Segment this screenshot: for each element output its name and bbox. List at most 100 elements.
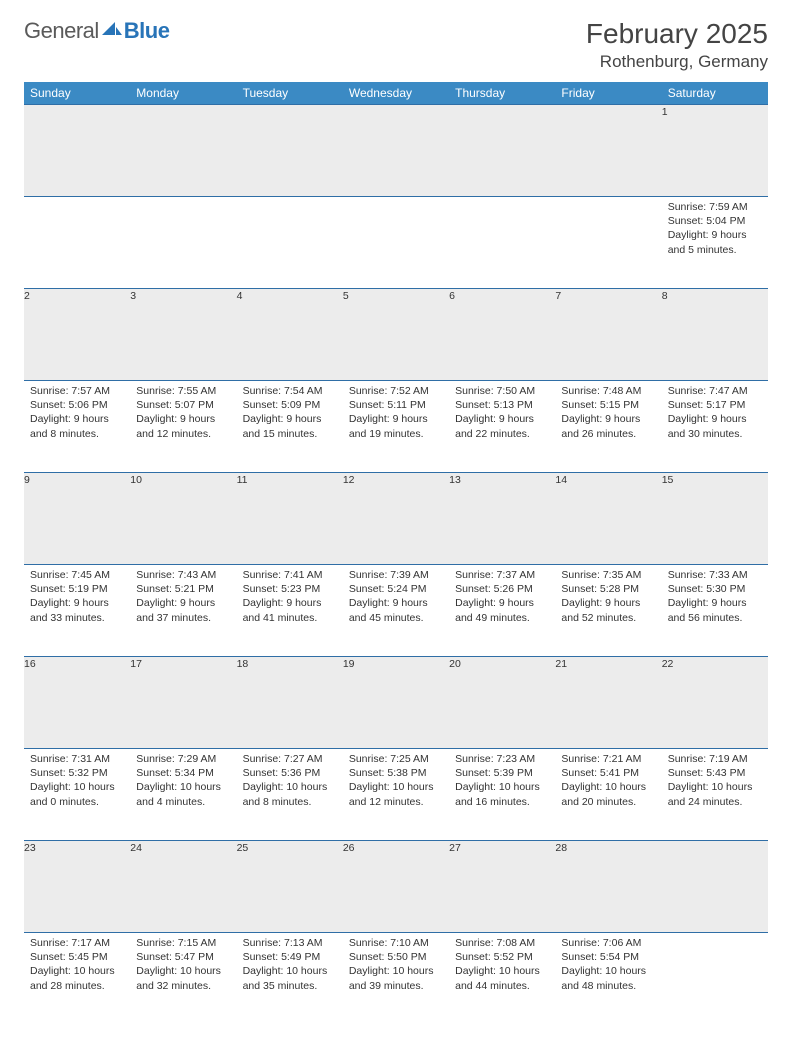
sunset-text: Sunset: 5:13 PM xyxy=(455,398,549,412)
day-cell xyxy=(449,197,555,289)
sunrise-text: Sunrise: 7:59 AM xyxy=(668,200,762,214)
daylight-text: Daylight: 9 hours and 41 minutes. xyxy=(243,596,337,624)
day-cell-body: Sunrise: 7:33 AMSunset: 5:30 PMDaylight:… xyxy=(662,565,768,631)
day-cell: Sunrise: 7:10 AMSunset: 5:50 PMDaylight:… xyxy=(343,933,449,1025)
daylight-text: Daylight: 9 hours and 22 minutes. xyxy=(455,412,549,440)
day-number: 5 xyxy=(343,289,449,381)
sunrise-text: Sunrise: 7:08 AM xyxy=(455,936,549,950)
daylight-text: Daylight: 9 hours and 15 minutes. xyxy=(243,412,337,440)
day-cell-body: Sunrise: 7:15 AMSunset: 5:47 PMDaylight:… xyxy=(130,933,236,999)
daylight-text: Daylight: 10 hours and 4 minutes. xyxy=(136,780,230,808)
day-cell-body: Sunrise: 7:41 AMSunset: 5:23 PMDaylight:… xyxy=(237,565,343,631)
sunset-text: Sunset: 5:30 PM xyxy=(668,582,762,596)
daylight-text: Daylight: 10 hours and 24 minutes. xyxy=(668,780,762,808)
weekday-header: Wednesday xyxy=(343,82,449,105)
sunset-text: Sunset: 5:24 PM xyxy=(349,582,443,596)
sunset-text: Sunset: 5:04 PM xyxy=(668,214,762,228)
day-cell xyxy=(662,933,768,1025)
sunrise-text: Sunrise: 7:57 AM xyxy=(30,384,124,398)
day-cell-body: Sunrise: 7:25 AMSunset: 5:38 PMDaylight:… xyxy=(343,749,449,815)
day-number: 17 xyxy=(130,657,236,749)
sunrise-text: Sunrise: 7:55 AM xyxy=(136,384,230,398)
sunrise-text: Sunrise: 7:25 AM xyxy=(349,752,443,766)
day-cell: Sunrise: 7:23 AMSunset: 5:39 PMDaylight:… xyxy=(449,749,555,841)
calendar-page: General Blue February 2025 Rothenburg, G… xyxy=(0,0,792,1043)
day-number: 12 xyxy=(343,473,449,565)
daylight-text: Daylight: 10 hours and 20 minutes. xyxy=(561,780,655,808)
sunset-text: Sunset: 5:39 PM xyxy=(455,766,549,780)
day-number: 16 xyxy=(24,657,130,749)
daynum-row: 16171819202122 xyxy=(24,657,768,749)
day-number: 21 xyxy=(555,657,661,749)
sunset-text: Sunset: 5:49 PM xyxy=(243,950,337,964)
sunrise-text: Sunrise: 7:31 AM xyxy=(30,752,124,766)
sunrise-text: Sunrise: 7:17 AM xyxy=(30,936,124,950)
sunset-text: Sunset: 5:09 PM xyxy=(243,398,337,412)
day-cell: Sunrise: 7:29 AMSunset: 5:34 PMDaylight:… xyxy=(130,749,236,841)
sunrise-text: Sunrise: 7:45 AM xyxy=(30,568,124,582)
day-cell-body: Sunrise: 7:48 AMSunset: 5:15 PMDaylight:… xyxy=(555,381,661,447)
day-cell: Sunrise: 7:50 AMSunset: 5:13 PMDaylight:… xyxy=(449,381,555,473)
sunrise-text: Sunrise: 7:54 AM xyxy=(243,384,337,398)
weekday-header: Tuesday xyxy=(237,82,343,105)
day-number: 13 xyxy=(449,473,555,565)
day-cell-body: Sunrise: 7:31 AMSunset: 5:32 PMDaylight:… xyxy=(24,749,130,815)
day-cell: Sunrise: 7:06 AMSunset: 5:54 PMDaylight:… xyxy=(555,933,661,1025)
day-number: 8 xyxy=(662,289,768,381)
page-header: General Blue February 2025 Rothenburg, G… xyxy=(24,18,768,72)
day-cell-body: Sunrise: 7:29 AMSunset: 5:34 PMDaylight:… xyxy=(130,749,236,815)
day-cell-body: Sunrise: 7:23 AMSunset: 5:39 PMDaylight:… xyxy=(449,749,555,815)
weekday-header: Sunday xyxy=(24,82,130,105)
day-cell: Sunrise: 7:15 AMSunset: 5:47 PMDaylight:… xyxy=(130,933,236,1025)
sunrise-text: Sunrise: 7:13 AM xyxy=(243,936,337,950)
daylight-text: Daylight: 10 hours and 8 minutes. xyxy=(243,780,337,808)
day-number: 6 xyxy=(449,289,555,381)
sunset-text: Sunset: 5:21 PM xyxy=(136,582,230,596)
day-number: 26 xyxy=(343,841,449,933)
day-number: 18 xyxy=(237,657,343,749)
daynum-row: 9101112131415 xyxy=(24,473,768,565)
day-cell-body: Sunrise: 7:13 AMSunset: 5:49 PMDaylight:… xyxy=(237,933,343,999)
daylight-text: Daylight: 9 hours and 56 minutes. xyxy=(668,596,762,624)
sunrise-text: Sunrise: 7:19 AM xyxy=(668,752,762,766)
day-number xyxy=(237,105,343,197)
sunset-text: Sunset: 5:47 PM xyxy=(136,950,230,964)
sunrise-text: Sunrise: 7:41 AM xyxy=(243,568,337,582)
daylight-text: Daylight: 10 hours and 44 minutes. xyxy=(455,964,549,992)
day-number: 27 xyxy=(449,841,555,933)
day-cell-body: Sunrise: 7:54 AMSunset: 5:09 PMDaylight:… xyxy=(237,381,343,447)
day-number: 2 xyxy=(24,289,130,381)
location-label: Rothenburg, Germany xyxy=(586,52,768,72)
day-cell-body: Sunrise: 7:59 AMSunset: 5:04 PMDaylight:… xyxy=(662,197,768,263)
day-cell-body: Sunrise: 7:37 AMSunset: 5:26 PMDaylight:… xyxy=(449,565,555,631)
day-cell-body: Sunrise: 7:06 AMSunset: 5:54 PMDaylight:… xyxy=(555,933,661,999)
logo-sail-icon xyxy=(102,19,122,40)
day-cell-body: Sunrise: 7:57 AMSunset: 5:06 PMDaylight:… xyxy=(24,381,130,447)
day-number: 23 xyxy=(24,841,130,933)
day-number: 25 xyxy=(237,841,343,933)
day-number: 15 xyxy=(662,473,768,565)
sunset-text: Sunset: 5:34 PM xyxy=(136,766,230,780)
day-cell-body: Sunrise: 7:10 AMSunset: 5:50 PMDaylight:… xyxy=(343,933,449,999)
day-cell: Sunrise: 7:45 AMSunset: 5:19 PMDaylight:… xyxy=(24,565,130,657)
daylight-text: Daylight: 10 hours and 32 minutes. xyxy=(136,964,230,992)
sunrise-text: Sunrise: 7:35 AM xyxy=(561,568,655,582)
logo-text-blue: Blue xyxy=(124,18,170,44)
sunrise-text: Sunrise: 7:39 AM xyxy=(349,568,443,582)
day-number: 9 xyxy=(24,473,130,565)
day-cell: Sunrise: 7:59 AMSunset: 5:04 PMDaylight:… xyxy=(662,197,768,289)
weekday-header: Monday xyxy=(130,82,236,105)
sunrise-text: Sunrise: 7:15 AM xyxy=(136,936,230,950)
day-number xyxy=(24,105,130,197)
daylight-text: Daylight: 10 hours and 28 minutes. xyxy=(30,964,124,992)
day-cell-body: Sunrise: 7:47 AMSunset: 5:17 PMDaylight:… xyxy=(662,381,768,447)
day-cell: Sunrise: 7:48 AMSunset: 5:15 PMDaylight:… xyxy=(555,381,661,473)
daylight-text: Daylight: 9 hours and 19 minutes. xyxy=(349,412,443,440)
sunset-text: Sunset: 5:17 PM xyxy=(668,398,762,412)
daylight-text: Daylight: 10 hours and 12 minutes. xyxy=(349,780,443,808)
day-cell-body: Sunrise: 7:43 AMSunset: 5:21 PMDaylight:… xyxy=(130,565,236,631)
day-cell: Sunrise: 7:47 AMSunset: 5:17 PMDaylight:… xyxy=(662,381,768,473)
daylight-text: Daylight: 9 hours and 33 minutes. xyxy=(30,596,124,624)
week-row: Sunrise: 7:17 AMSunset: 5:45 PMDaylight:… xyxy=(24,933,768,1025)
daylight-text: Daylight: 9 hours and 49 minutes. xyxy=(455,596,549,624)
